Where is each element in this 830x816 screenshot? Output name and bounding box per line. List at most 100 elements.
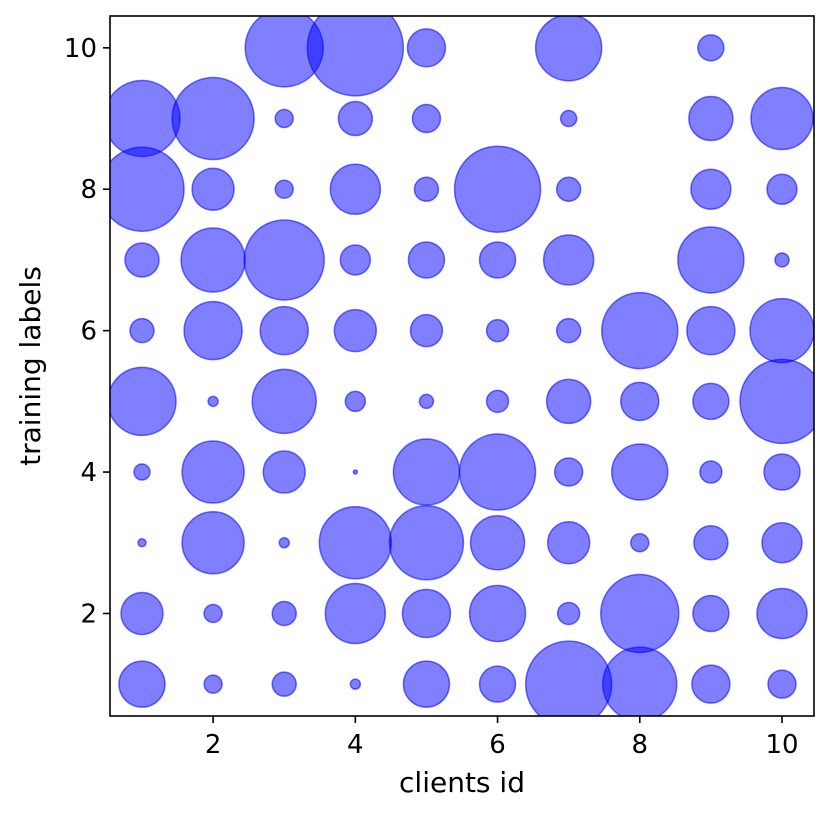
bubble-point [761, 522, 803, 564]
y-axis-ticks: 2 4 6 8 10 [64, 34, 110, 629]
bubble-point [556, 601, 581, 626]
bubble-point [611, 443, 669, 501]
bubble-point [306, 16, 405, 97]
bubble-point [110, 79, 181, 158]
bubble-point [485, 389, 510, 414]
bubble-point [690, 168, 732, 210]
bubble-point [686, 305, 736, 356]
y-tick-label: 4 [80, 458, 97, 488]
plot-frame [109, 15, 815, 717]
bubble-point [171, 76, 255, 161]
bubble-point [271, 600, 297, 627]
bubble-point [553, 457, 584, 487]
y-axis-label: training labels [14, 266, 47, 466]
bubble-point [274, 179, 294, 199]
bubble-point [118, 660, 166, 708]
bubble-point [692, 382, 730, 421]
bubble-point [406, 28, 447, 68]
bubble-point [329, 163, 382, 215]
bubble-point [602, 646, 678, 716]
bubble-point [352, 469, 359, 475]
y-tick-label: 10 [64, 34, 97, 64]
bubble-point [766, 173, 798, 205]
bubble-point [251, 368, 317, 435]
bubble-point [243, 219, 325, 301]
bubble-point [469, 515, 526, 571]
bubble-point [542, 234, 595, 286]
bubble-point [181, 440, 245, 504]
bubble-point [344, 390, 367, 413]
x-axis-label: clients id [399, 766, 525, 799]
bubble-point [129, 317, 155, 344]
bubble-point [774, 252, 790, 268]
bubble-point [203, 603, 223, 624]
bubble-point [693, 525, 729, 561]
bubble-point [524, 640, 613, 716]
bubble-point [274, 108, 294, 129]
x-tick-label: 6 [489, 730, 506, 760]
bubble-point [333, 308, 378, 353]
bubble-point [739, 358, 814, 445]
bubble-point [180, 227, 246, 293]
bubble-point [453, 145, 542, 233]
y-tick-label: 2 [80, 599, 97, 629]
bubble-point [767, 669, 797, 699]
bubble-point [110, 366, 177, 437]
bubble-point [337, 100, 374, 137]
bubble-point [630, 533, 650, 553]
bubble-point [207, 395, 219, 408]
bubble-point [191, 167, 235, 211]
bubble-point [555, 176, 582, 202]
bubble-point [339, 244, 372, 276]
bubble-point [458, 433, 537, 511]
bubble-point [324, 582, 387, 645]
bubble-point [749, 297, 814, 364]
bubble-point [203, 674, 223, 694]
bubble-point [555, 317, 582, 344]
bubble-point [259, 305, 309, 356]
bubble-point [418, 393, 435, 410]
bubble-point [137, 538, 147, 548]
bubble-point [763, 453, 801, 491]
bubble-point [110, 146, 185, 232]
bubble-point [478, 241, 517, 279]
bubble-point [402, 660, 451, 708]
bubble-point [559, 109, 578, 128]
bubble-point [688, 95, 734, 142]
bubble-point [677, 226, 745, 294]
bubble-point [600, 573, 680, 654]
bubble-point [485, 318, 510, 343]
y-tick-label: 6 [80, 317, 97, 347]
bubble-point [120, 591, 164, 636]
bubble-point [407, 241, 446, 279]
bubble-point [133, 463, 151, 481]
bubble-point [601, 291, 679, 370]
bubble-point [545, 378, 592, 425]
bubble-point [181, 511, 245, 575]
bubble-point [124, 242, 160, 278]
x-tick-label: 8 [632, 730, 649, 760]
bubble-point [262, 450, 306, 494]
bubble-point [392, 438, 461, 506]
bubble-point [413, 176, 440, 202]
x-axis-ticks: 2 4 6 8 10 [205, 716, 799, 760]
bubble-point [468, 584, 527, 643]
bubble-point [620, 381, 660, 422]
x-tick-label: 2 [205, 730, 222, 760]
bubble-point [692, 594, 730, 633]
bubble-point [278, 537, 290, 549]
bubble-point [183, 300, 243, 361]
x-tick-label: 4 [347, 730, 364, 760]
bubble-point [697, 34, 725, 62]
bubble-point [349, 678, 362, 690]
x-tick-label: 10 [765, 730, 798, 760]
bubble-point [478, 665, 517, 703]
bubble-point [271, 671, 297, 697]
bubble-point [411, 103, 442, 134]
bubble-point [546, 521, 591, 565]
bubble-point [409, 313, 444, 348]
bubble-point [534, 16, 603, 82]
bubble-point [318, 506, 393, 580]
bubble-point [691, 664, 731, 704]
